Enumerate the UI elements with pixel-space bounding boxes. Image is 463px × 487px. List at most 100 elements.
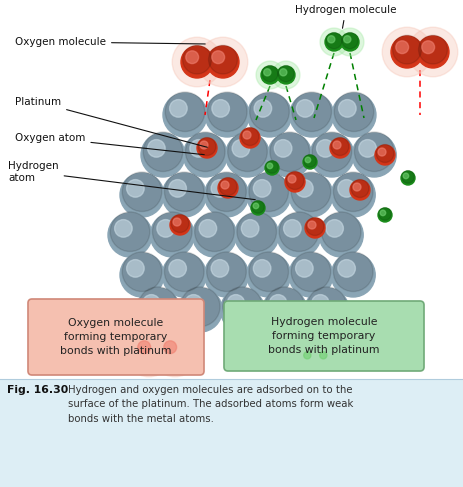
Circle shape xyxy=(206,172,246,211)
Circle shape xyxy=(327,36,334,43)
Circle shape xyxy=(198,37,247,87)
Circle shape xyxy=(331,93,375,137)
Circle shape xyxy=(243,131,250,139)
Circle shape xyxy=(304,218,324,238)
Circle shape xyxy=(110,212,150,251)
Circle shape xyxy=(311,295,328,312)
Circle shape xyxy=(225,133,269,177)
Circle shape xyxy=(325,33,341,49)
Circle shape xyxy=(147,140,165,157)
Circle shape xyxy=(204,173,248,217)
Circle shape xyxy=(184,295,202,312)
Circle shape xyxy=(267,163,272,169)
Circle shape xyxy=(150,213,194,257)
FancyBboxPatch shape xyxy=(28,299,204,375)
Circle shape xyxy=(291,172,330,211)
Circle shape xyxy=(304,288,348,332)
Circle shape xyxy=(126,180,144,197)
Circle shape xyxy=(337,260,355,277)
Circle shape xyxy=(267,133,311,177)
Circle shape xyxy=(283,220,300,237)
Circle shape xyxy=(212,100,229,117)
Circle shape xyxy=(379,210,385,216)
Circle shape xyxy=(324,33,342,51)
Circle shape xyxy=(305,157,310,163)
Circle shape xyxy=(163,341,176,354)
Text: Hydrogen molecule: Hydrogen molecule xyxy=(294,5,396,28)
Circle shape xyxy=(199,220,216,237)
Circle shape xyxy=(331,253,375,297)
Circle shape xyxy=(401,170,413,183)
Circle shape xyxy=(269,295,286,312)
Circle shape xyxy=(421,41,434,54)
Circle shape xyxy=(335,28,363,56)
Circle shape xyxy=(181,46,213,78)
Circle shape xyxy=(309,133,353,177)
Circle shape xyxy=(200,141,207,149)
Circle shape xyxy=(288,253,332,297)
Circle shape xyxy=(354,132,393,171)
Circle shape xyxy=(220,288,264,332)
Circle shape xyxy=(164,172,204,211)
Circle shape xyxy=(350,180,368,198)
Circle shape xyxy=(169,100,187,117)
Circle shape xyxy=(303,352,310,359)
Circle shape xyxy=(377,148,385,156)
Circle shape xyxy=(219,177,237,195)
Circle shape xyxy=(208,45,237,74)
Circle shape xyxy=(246,173,290,217)
Circle shape xyxy=(249,92,288,131)
Circle shape xyxy=(402,173,408,179)
Circle shape xyxy=(303,155,316,167)
Circle shape xyxy=(330,137,348,155)
Circle shape xyxy=(189,140,207,157)
Circle shape xyxy=(133,336,165,368)
Circle shape xyxy=(108,213,152,257)
Text: Fig. 16.30: Fig. 16.30 xyxy=(7,385,68,395)
Circle shape xyxy=(337,180,355,197)
Circle shape xyxy=(295,260,313,277)
Circle shape xyxy=(159,336,191,368)
Circle shape xyxy=(173,218,181,226)
Circle shape xyxy=(319,352,326,359)
Circle shape xyxy=(234,213,278,257)
Circle shape xyxy=(307,221,315,229)
Circle shape xyxy=(264,161,278,175)
Circle shape xyxy=(237,212,276,251)
Circle shape xyxy=(349,180,369,200)
Circle shape xyxy=(134,335,163,364)
Circle shape xyxy=(120,253,163,297)
Circle shape xyxy=(277,66,294,82)
Circle shape xyxy=(150,327,200,377)
Circle shape xyxy=(296,100,313,117)
Circle shape xyxy=(143,132,182,171)
Circle shape xyxy=(375,145,393,163)
Circle shape xyxy=(279,212,318,251)
Circle shape xyxy=(246,253,290,297)
Circle shape xyxy=(295,180,313,197)
Circle shape xyxy=(254,100,271,117)
Circle shape xyxy=(390,36,422,68)
Circle shape xyxy=(264,287,304,326)
Circle shape xyxy=(331,173,375,217)
Circle shape xyxy=(122,252,162,292)
Circle shape xyxy=(194,212,234,251)
Circle shape xyxy=(160,335,189,364)
Circle shape xyxy=(333,252,372,292)
Circle shape xyxy=(178,288,222,332)
Circle shape xyxy=(307,287,346,326)
Circle shape xyxy=(248,172,288,211)
Circle shape xyxy=(358,140,375,157)
Circle shape xyxy=(138,341,150,354)
Circle shape xyxy=(172,37,221,87)
Circle shape xyxy=(301,349,318,365)
Circle shape xyxy=(180,287,219,326)
Text: Platinum: Platinum xyxy=(15,97,207,147)
Circle shape xyxy=(302,155,316,169)
Circle shape xyxy=(351,133,395,177)
Circle shape xyxy=(333,92,373,131)
Circle shape xyxy=(260,66,278,84)
Circle shape xyxy=(114,220,132,237)
Circle shape xyxy=(416,36,448,68)
Text: Oxygen atom: Oxygen atom xyxy=(15,133,204,155)
